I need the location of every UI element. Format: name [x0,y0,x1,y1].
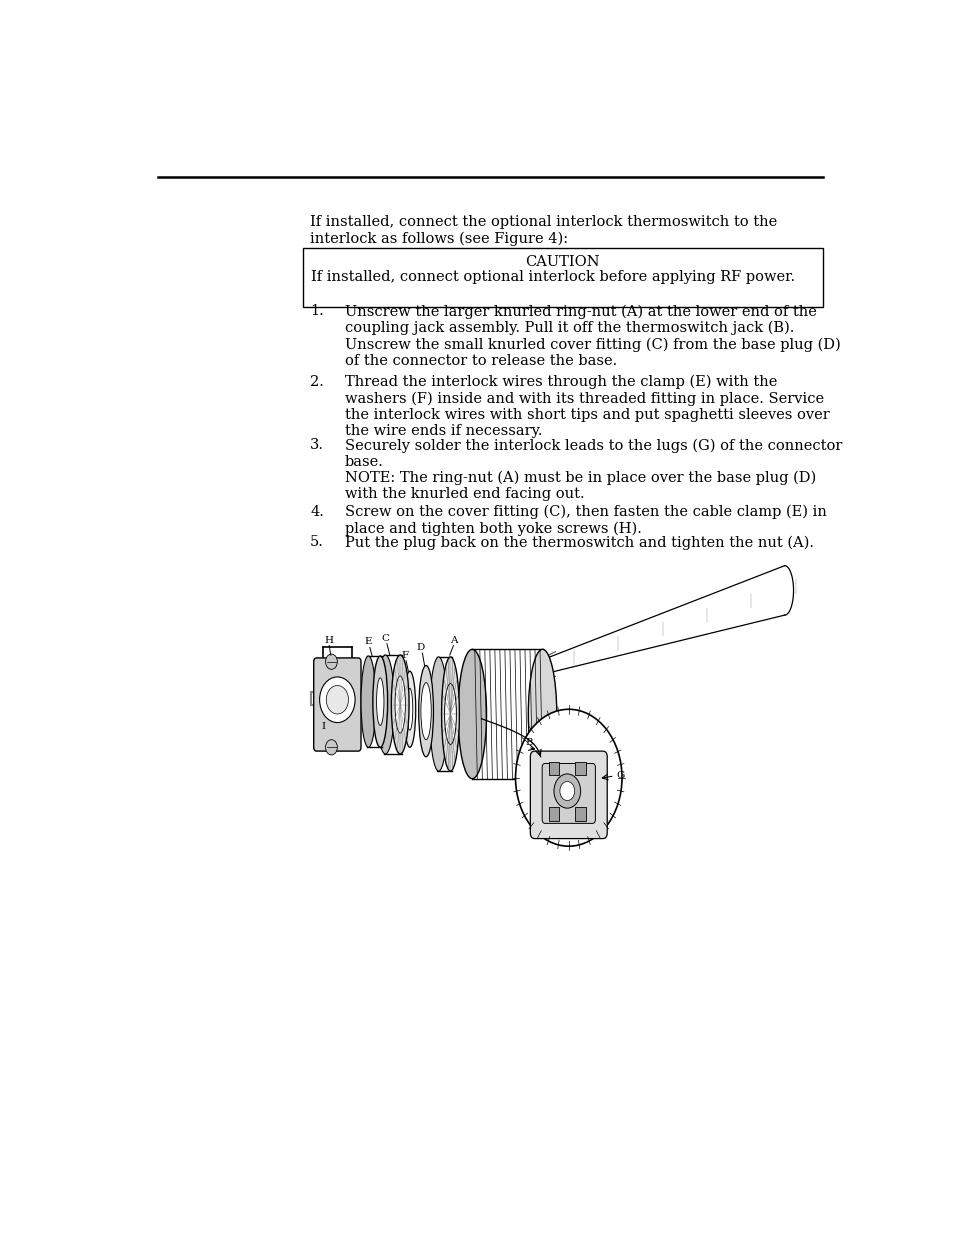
Bar [548,762,558,774]
Text: 5.: 5. [310,535,323,550]
Circle shape [326,685,348,714]
Circle shape [554,774,580,808]
Ellipse shape [528,650,557,779]
Text: G: G [616,772,624,781]
Text: 2.: 2. [310,374,323,389]
Text: H: H [324,636,333,645]
Circle shape [559,782,574,800]
Ellipse shape [444,684,456,745]
Circle shape [325,740,337,755]
Text: F: F [400,651,408,659]
Text: If installed, connect the optional interlock thermoswitch to the: If installed, connect the optional inter… [310,215,777,228]
Ellipse shape [403,672,416,747]
Ellipse shape [429,657,447,771]
Ellipse shape [418,666,433,757]
Ellipse shape [538,659,549,674]
Text: 3.: 3. [310,438,324,452]
FancyBboxPatch shape [314,658,360,751]
Text: E: E [364,637,372,646]
Bar [575,762,585,774]
Ellipse shape [457,650,486,779]
Text: with the knurled end facing out.: with the knurled end facing out. [344,488,584,501]
Ellipse shape [373,656,387,747]
Bar [302,248,822,308]
Text: Unscrew the small knurled cover fitting (C) from the base plug (D): Unscrew the small knurled cover fitting … [344,337,840,352]
Ellipse shape [360,656,375,747]
Text: I: I [321,722,325,731]
Text: Screw on the cover fitting (C), then fasten the cable clamp (E) in: Screw on the cover fitting (C), then fas… [344,505,825,519]
Circle shape [515,709,621,846]
Text: B: B [525,739,533,747]
Text: Thread the interlock wires through the clamp (E) with the: Thread the interlock wires through the c… [344,374,777,389]
Text: C: C [381,634,389,642]
Text: D: D [416,643,425,652]
Text: washers (F) inside and with its threaded fitting in place. Service: washers (F) inside and with its threaded… [344,391,823,405]
FancyBboxPatch shape [530,751,606,839]
Ellipse shape [391,655,409,753]
Circle shape [325,655,337,669]
Text: If installed, connect optional interlock before applying RF power.: If installed, connect optional interlock… [311,270,795,284]
Text: Put the plug back on the thermoswitch and tighten the nut (A).: Put the plug back on the thermoswitch an… [344,535,813,550]
Text: the interlock wires with short tips and put spaghetti sleeves over: the interlock wires with short tips and … [344,408,828,422]
Text: NOTE: The ring-nut (A) must be in place over the base plug (D): NOTE: The ring-nut (A) must be in place … [344,471,815,485]
Text: A: A [449,636,456,645]
FancyBboxPatch shape [541,763,595,824]
Text: of the connector to release the base.: of the connector to release the base. [344,354,617,368]
Ellipse shape [441,657,459,771]
Text: CAUTION: CAUTION [525,254,599,269]
Text: Unscrew the larger knurled ring-nut (A) at the lower end of the: Unscrew the larger knurled ring-nut (A) … [344,304,816,319]
Ellipse shape [406,688,413,730]
Text: place and tighten both yoke screws (H).: place and tighten both yoke screws (H). [344,521,641,536]
Text: 4.: 4. [310,505,323,519]
Text: 1.: 1. [310,304,323,319]
Ellipse shape [376,678,383,725]
Ellipse shape [395,676,405,734]
Ellipse shape [376,655,394,753]
Bar [548,808,558,820]
Circle shape [319,677,355,722]
Text: the wire ends if necessary.: the wire ends if necessary. [344,425,541,438]
Bar [575,808,585,820]
Text: interlock as follows (see Figure 4):: interlock as follows (see Figure 4): [310,232,568,246]
Ellipse shape [420,683,431,740]
Text: Securely solder the interlock leads to the lugs (G) of the connector: Securely solder the interlock leads to t… [344,438,841,453]
Text: coupling jack assembly. Pull it off the thermoswitch jack (B).: coupling jack assembly. Pull it off the … [344,321,793,335]
Text: base.: base. [344,454,383,469]
